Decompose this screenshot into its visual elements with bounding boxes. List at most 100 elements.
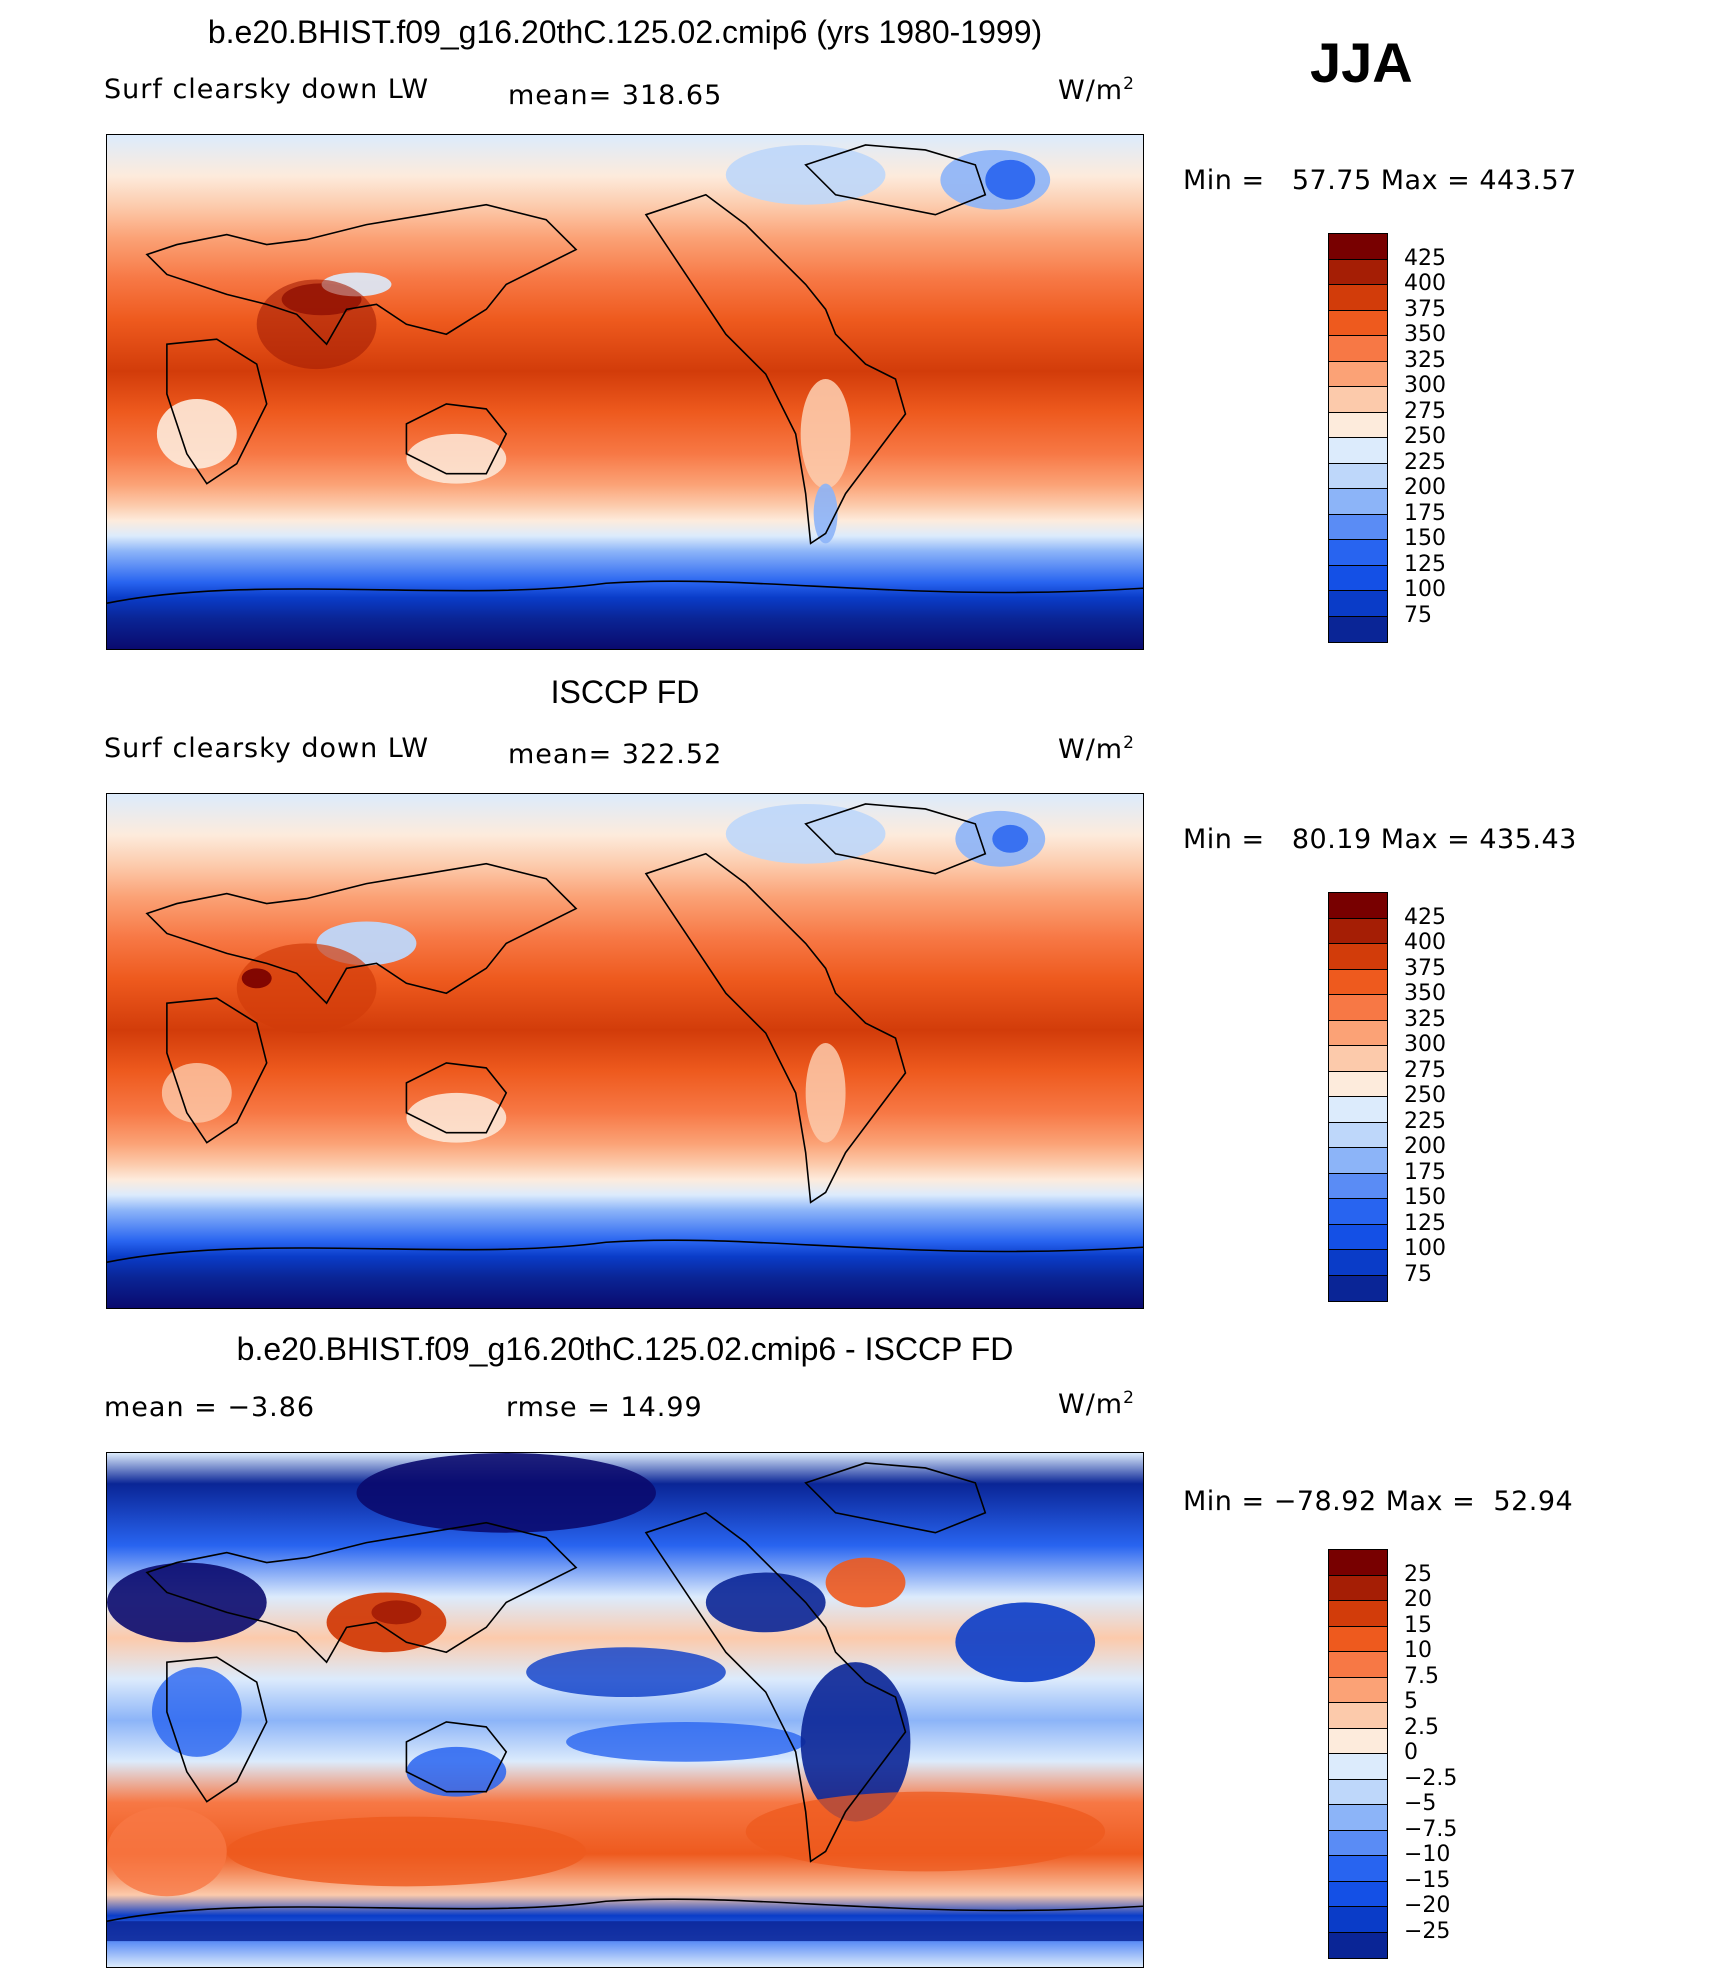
colorbar-segment bbox=[1329, 463, 1387, 489]
panel3-mean-label: mean = −3.86 bbox=[104, 1392, 316, 1423]
colorbar-segment bbox=[1329, 514, 1387, 540]
panel2-title: ISCCP FD bbox=[550, 674, 700, 710]
colorbar-segment bbox=[1329, 1224, 1387, 1250]
colorbar-segment bbox=[1329, 540, 1387, 566]
colorbar-tick-label: 200 bbox=[1404, 1134, 1446, 1159]
colorbar-tick-label: 25 bbox=[1404, 1561, 1432, 1587]
colorbar-segment bbox=[1329, 285, 1387, 311]
colorbar-segment bbox=[1329, 1677, 1387, 1703]
colorbar-segment bbox=[1329, 591, 1387, 617]
colorbar-segment bbox=[1329, 387, 1387, 413]
colorbar-segment bbox=[1329, 1199, 1387, 1225]
colorbar-tick-label: 10 bbox=[1404, 1638, 1432, 1663]
colorbar-segment bbox=[1329, 234, 1387, 260]
colorbar-segment bbox=[1329, 1728, 1387, 1754]
colorbar-segment bbox=[1329, 1071, 1387, 1097]
colorbar-tick-label: 325 bbox=[1404, 1006, 1446, 1032]
colorbar-tick-label: 150 bbox=[1404, 526, 1446, 551]
season-label: JJA bbox=[1310, 31, 1413, 94]
colorbar-segment bbox=[1329, 1601, 1387, 1627]
colorbar-tick-label: 15 bbox=[1404, 1612, 1432, 1638]
colorbar-segment bbox=[1329, 1122, 1387, 1148]
colorbar-segment bbox=[1329, 995, 1387, 1021]
colorbar-tick-label: 125 bbox=[1404, 1210, 1446, 1236]
colorbar-tick-label: 125 bbox=[1404, 551, 1446, 577]
panel3-colorbar bbox=[1328, 1549, 1388, 1959]
colorbar-tick-label: 300 bbox=[1404, 373, 1446, 398]
panel3-units: W/m2 bbox=[1058, 1388, 1135, 1420]
colorbar-tick-label: 225 bbox=[1404, 449, 1446, 475]
colorbar-tick-label: 175 bbox=[1404, 1159, 1446, 1185]
colorbar-tick-label: 400 bbox=[1404, 271, 1446, 296]
panel2-colorbar bbox=[1328, 892, 1388, 1302]
colorbar-segment bbox=[1329, 1805, 1387, 1831]
colorbar-tick-label: 250 bbox=[1404, 1083, 1446, 1108]
colorbar-segment bbox=[1329, 893, 1387, 919]
colorbar-tick-label: 225 bbox=[1404, 1108, 1446, 1134]
colorbar-tick-label: 275 bbox=[1404, 398, 1446, 424]
colorbar-segment bbox=[1329, 1881, 1387, 1907]
panel3-title: b.e20.BHIST.f09_g16.20thC.125.02.cmip6 -… bbox=[236, 1331, 1014, 1367]
colorbar-segment bbox=[1329, 1830, 1387, 1856]
colorbar-segment bbox=[1329, 489, 1387, 515]
colorbar-tick-label: 2.5 bbox=[1404, 1714, 1439, 1740]
colorbar-segment bbox=[1329, 361, 1387, 387]
colorbar-tick-label: 250 bbox=[1404, 424, 1446, 449]
colorbar-segment bbox=[1329, 1275, 1387, 1301]
colorbar-tick-label: 200 bbox=[1404, 475, 1446, 500]
colorbar-tick-label: 100 bbox=[1404, 577, 1446, 602]
colorbar-segment bbox=[1329, 1652, 1387, 1678]
panel1-title: b.e20.BHIST.f09_g16.20thC.125.02.cmip6 (… bbox=[207, 14, 1043, 50]
colorbar-tick-label: −5 bbox=[1404, 1791, 1437, 1816]
panel2-map bbox=[106, 793, 1144, 1309]
colorbar-segment bbox=[1329, 969, 1387, 995]
colorbar-segment bbox=[1329, 1250, 1387, 1276]
colorbar-segment bbox=[1329, 438, 1387, 464]
panel2-min-max: Min = 80.19 Max = 435.43 bbox=[1183, 824, 1577, 855]
colorbar-tick-label: 20 bbox=[1404, 1587, 1432, 1612]
panel2-mean-label: mean= 322.52 bbox=[508, 739, 723, 770]
panel3-map-field bbox=[107, 1453, 1143, 1967]
colorbar-segment bbox=[1329, 1932, 1387, 1958]
colorbar-segment bbox=[1329, 918, 1387, 944]
colorbar-tick-label: 425 bbox=[1404, 245, 1446, 271]
panel1-map bbox=[106, 134, 1144, 650]
colorbar-segment bbox=[1329, 1703, 1387, 1729]
colorbar-tick-label: −10 bbox=[1404, 1842, 1451, 1867]
colorbar-segment bbox=[1329, 336, 1387, 362]
colorbar-tick-label: 350 bbox=[1404, 322, 1446, 347]
colorbar-segment bbox=[1329, 1907, 1387, 1933]
panel1-map-field bbox=[107, 135, 1143, 649]
colorbar-segment bbox=[1329, 1097, 1387, 1123]
colorbar-tick-label: 5 bbox=[1404, 1689, 1418, 1714]
colorbar-tick-label: 0 bbox=[1404, 1740, 1418, 1765]
colorbar-segment bbox=[1329, 1626, 1387, 1652]
colorbar-tick-label: 425 bbox=[1404, 904, 1446, 930]
colorbar-tick-label: −15 bbox=[1404, 1867, 1451, 1893]
colorbar-segment bbox=[1329, 1550, 1387, 1576]
colorbar-tick-label: 175 bbox=[1404, 500, 1446, 526]
colorbar-segment bbox=[1329, 1575, 1387, 1601]
colorbar-tick-label: 350 bbox=[1404, 981, 1446, 1006]
colorbar-tick-label: 100 bbox=[1404, 1236, 1446, 1261]
colorbar-tick-label: −2.5 bbox=[1404, 1765, 1458, 1791]
colorbar-segment bbox=[1329, 310, 1387, 336]
colorbar-segment bbox=[1329, 565, 1387, 591]
panel1-min-max: Min = 57.75 Max = 443.57 bbox=[1183, 165, 1577, 196]
panel2-units: W/m2 bbox=[1058, 733, 1135, 765]
panel2-variable-label: Surf clearsky down LW bbox=[104, 733, 430, 764]
colorbar-tick-label: 400 bbox=[1404, 930, 1446, 955]
colorbar-tick-label: 375 bbox=[1404, 296, 1446, 322]
colorbar-segment bbox=[1329, 1173, 1387, 1199]
colorbar-tick-label: 375 bbox=[1404, 955, 1446, 981]
panel1-variable-label: Surf clearsky down LW bbox=[104, 74, 430, 105]
panel2-map-field bbox=[107, 794, 1143, 1308]
colorbar-tick-label: 75 bbox=[1404, 1261, 1432, 1287]
colorbar-tick-label: 75 bbox=[1404, 602, 1432, 628]
panel3-map bbox=[106, 1452, 1144, 1968]
colorbar-segment bbox=[1329, 944, 1387, 970]
panel3-rmse-label: rmse = 14.99 bbox=[506, 1392, 703, 1423]
panel1-units: W/m2 bbox=[1058, 74, 1135, 106]
colorbar-segment bbox=[1329, 1856, 1387, 1882]
colorbar-segment bbox=[1329, 259, 1387, 285]
